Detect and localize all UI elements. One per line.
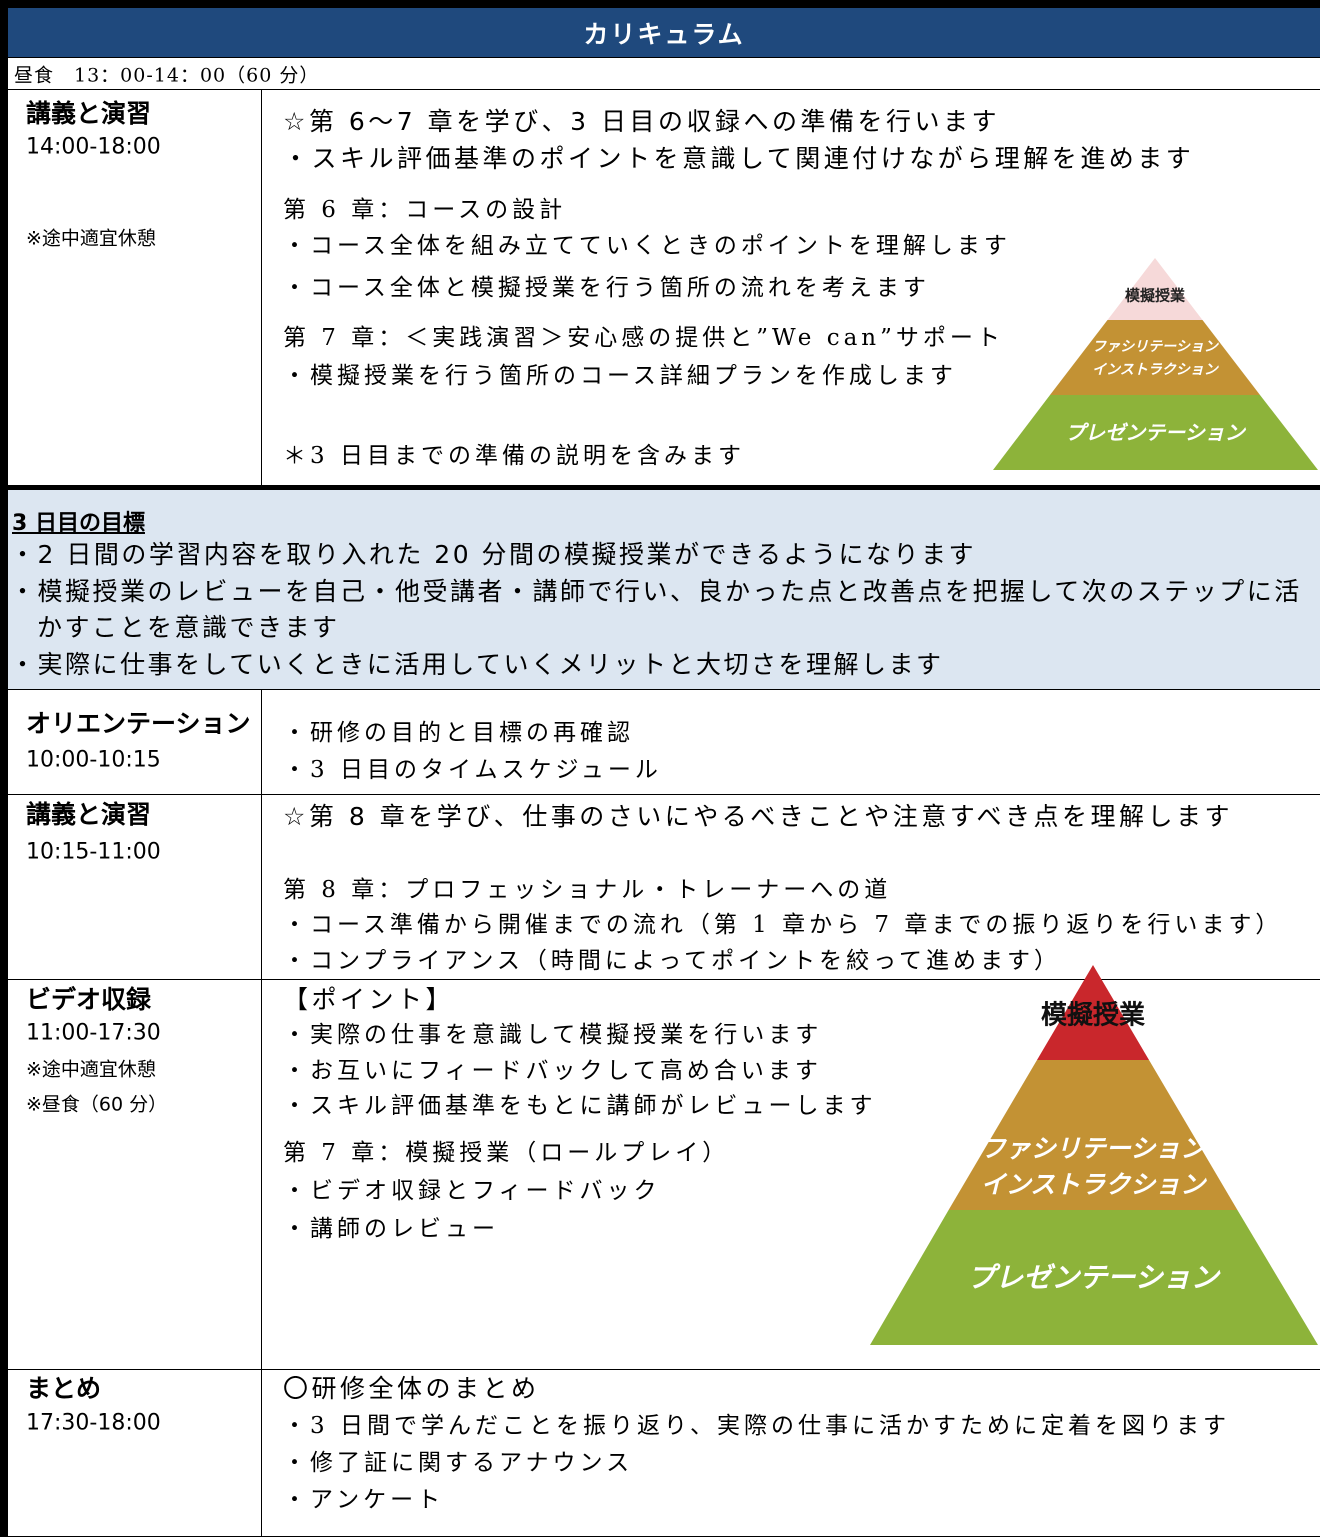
pyramid-tier [1050, 320, 1260, 395]
body-line: ・3 日目のタイムスケジュール [283, 757, 662, 783]
header: カリキュラム [8, 8, 1320, 58]
body-line: ・修了証に関するアナウンス [283, 1450, 634, 1476]
lead-line: 〇研修全体のまとめ [283, 1374, 540, 1403]
lead-line: ☆第 6〜7 章を学び、3 日目の収録への準備を行います [283, 107, 1000, 136]
session-time: 14:00-18:00 [26, 134, 161, 160]
frame-border [0, 0, 8, 1537]
body-line: ・模擬授業を行う箇所のコース詳細プランを作成します [283, 363, 957, 389]
goals-title: 3 日目の目標 [12, 511, 145, 536]
pyramid-tier [993, 395, 1318, 470]
column-divider [261, 90, 262, 485]
body-line: 第 7 章：＜実践演習＞安心感の提供と”We can”サポート [283, 325, 1004, 351]
column-divider [261, 980, 262, 1369]
pyramid-label: ファシリテーション [981, 1134, 1208, 1163]
column-divider [261, 1370, 262, 1536]
schedule-row: まとめ 17:30-18:00 〇研修全体のまとめ・3 日間で学んだことを振り返り、… [8, 1370, 1320, 1537]
session-title: オリエンテーション [26, 709, 251, 738]
body-line: ＊3 日目までの準備の説明を含みます [283, 443, 745, 469]
goal-item: ・2 日間の学習内容を取り入れた 20 分間の模擬授業ができるようになります [10, 540, 977, 569]
session-title: 講義と演習 [26, 800, 152, 829]
goal-item: ・模擬授業のレビューを自己・他受講者・講師で行い、良かった点と改善点を把握して次… [10, 576, 1302, 643]
body-line: ・講師のレビュー [283, 1216, 499, 1242]
body-line: ・コース準備から開催までの流れ（第 1 章から 7 章までの振り返りを行います） [283, 912, 1283, 938]
header-title: カリキュラム [583, 20, 745, 49]
pyramid-label: インストラクション [1092, 362, 1219, 378]
column-divider [261, 795, 262, 979]
body-line: ・スキル評価基準をもとに講師がレビューします [283, 1093, 877, 1119]
session-title: まとめ [26, 1374, 102, 1403]
schedule-row: オリエンテーション 10:00-10:15 ・研修の目的と目標の再確認・3 日目のタ… [8, 690, 1320, 795]
session-note: ※昼食（60 分） [26, 1093, 168, 1116]
body-line: 第 8 章：プロフェッショナル・トレーナーへの道 [283, 877, 892, 903]
pyramid-label: プレゼンテーション [1065, 421, 1247, 445]
pyramid-label: 模擬授業 [1125, 287, 1186, 305]
goals: 3 日目の目標 ・2 日間の学習内容を取り入れた 20 分間の模擬授業ができるよ… [8, 490, 1320, 690]
session-title: 講義と演習 [26, 99, 152, 128]
session-time: 10:15-11:00 [26, 839, 161, 865]
lunch-row: 昼食 13：00-14：00（60 分） [8, 58, 1320, 90]
body-line: ・お互いにフィードバックして高め合います [283, 1058, 822, 1084]
schedule-row: 講義と演習 10:15-11:00 ☆第 8 章を学び、仕事のさいにやるべきことや注… [8, 795, 1320, 980]
body-line: 第 7 章：模擬授業（ロールプレイ） [283, 1140, 730, 1166]
pyramid-tier [948, 1060, 1238, 1210]
pyramid-tier [1037, 965, 1149, 1060]
lead-line: 【ポイント】 [283, 985, 455, 1014]
body-line: ・アンケート [283, 1487, 445, 1513]
body-line: ・ビデオ収録とフィードバック [283, 1178, 661, 1204]
lead-line: ・スキル評価基準のポイントを意識して関連付けながら理解を進めます [283, 144, 1195, 173]
lead-line: ☆第 8 章を学び、仕事のさいにやるべきことや注意すべき点を理解します [283, 802, 1233, 831]
pyramid: 模擬授業 ファシリテーション インストラクション プレゼンテーション [870, 965, 1318, 1345]
pyramid-label: 模擬授業 [1041, 1001, 1145, 1031]
schedule-row: ビデオ収録 11:00-17:30 ※途中適宜休憩 ※昼食（60 分） 【ポイント】・実… [8, 980, 1320, 1370]
session-note: ※途中適宜休憩 [26, 1058, 156, 1081]
pyramid-label: インストラクション [981, 1170, 1208, 1199]
session-time: 10:00-10:15 [26, 747, 161, 773]
body-line: ・コース全体と模擬授業を行う箇所の流れを考えます [283, 275, 930, 301]
pyramid: 模擬授業 ファシリテーション インストラクション プレゼンテーション [993, 258, 1318, 470]
schedule-row: 講義と演習 14:00-18:00 ※途中適宜休憩 ☆第 6〜7 章を学び、3 日目の… [8, 90, 1320, 490]
body-line: 第 6 章：コースの設計 [283, 197, 567, 223]
lunch-text: 昼食 13：00-14：00（60 分） [14, 64, 320, 87]
session-title: ビデオ収録 [26, 985, 152, 1014]
pyramid-tier [1107, 258, 1203, 320]
pyramid-label: プレゼンテーション [967, 1261, 1220, 1294]
pyramid-label: ファシリテーション [1092, 339, 1219, 355]
session-time: 11:00-17:30 [26, 1020, 161, 1046]
body-line: ・コンプライアンス（時間によってポイントを絞って進めます） [283, 948, 1061, 974]
body-line: ・コース全体を組み立てていくときのポイントを理解します [283, 233, 1011, 259]
body-line: ・実際の仕事を意識して模擬授業を行います [283, 1022, 823, 1048]
session-note: ※途中適宜休憩 [26, 227, 156, 250]
column-divider [261, 690, 262, 794]
body-line: ・3 日間で学んだことを振り返り、実際の仕事に活かすために定着を図ります [283, 1413, 1231, 1439]
body-line: ・研修の目的と目標の再確認 [283, 720, 634, 746]
pyramid-tier [870, 1210, 1318, 1345]
frame-border [0, 0, 1320, 8]
goals-list: ・2 日間の学習内容を取り入れた 20 分間の模擬授業ができるようになります・模… [10, 537, 1320, 683]
session-time: 17:30-18:00 [26, 1410, 161, 1436]
goal-item: ・実際に仕事をしていくときに活用していくメリットと大切さを理解します [10, 649, 944, 679]
